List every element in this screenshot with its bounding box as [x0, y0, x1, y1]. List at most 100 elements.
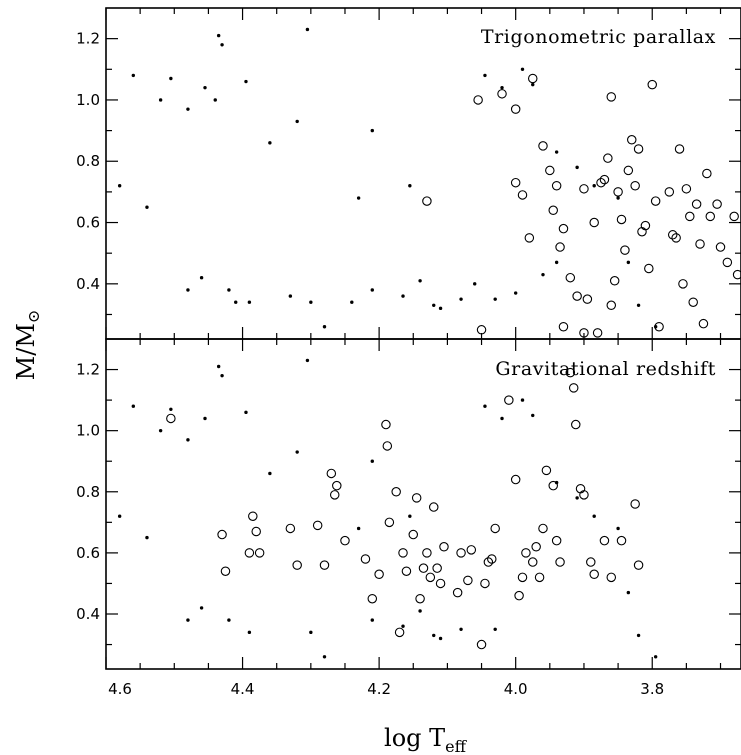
data-point-open	[627, 135, 637, 145]
data-point-open	[572, 291, 582, 301]
x-tick-label: 4.4	[231, 680, 255, 698]
data-point	[199, 606, 204, 610]
data-point-open	[538, 141, 548, 151]
data-point	[636, 633, 641, 638]
data-point	[158, 428, 163, 433]
data-point	[305, 358, 310, 363]
data-point-open	[510, 474, 521, 485]
data-point	[247, 300, 252, 304]
data-point-open	[654, 321, 664, 332]
data-point	[438, 636, 443, 641]
data-point-open	[422, 548, 432, 558]
data-point	[432, 633, 436, 638]
data-point-open	[606, 300, 617, 311]
data-point-open	[606, 92, 617, 102]
data-point-open	[599, 174, 610, 185]
data-point-open	[418, 563, 429, 573]
data-point-open	[312, 520, 323, 531]
data-point-open	[360, 554, 371, 564]
data-point	[247, 630, 252, 635]
data-point-open	[606, 572, 617, 583]
data-point	[117, 184, 122, 188]
data-point	[268, 141, 272, 145]
data-point-open	[603, 153, 613, 163]
data-point-open	[613, 187, 623, 197]
y-tick-label: 0.4	[76, 605, 100, 623]
data-point-open	[551, 535, 562, 546]
data-point	[203, 416, 207, 421]
data-point-open	[527, 73, 538, 84]
data-point	[117, 514, 122, 518]
data-point-open	[408, 529, 419, 540]
data-point	[356, 196, 361, 200]
data-point	[220, 373, 224, 378]
data-point-open	[367, 593, 378, 604]
data-point	[438, 306, 443, 311]
data-point-open	[712, 199, 722, 209]
data-point	[575, 496, 579, 500]
data-point-open	[487, 554, 497, 564]
panel-top-ticks: 0.4 0.6 0.8 1.0 1.2	[76, 8, 741, 339]
x-tick-label: 3.8	[640, 680, 664, 698]
data-point-open	[319, 560, 330, 570]
data-point	[493, 627, 497, 631]
data-point	[322, 325, 327, 329]
data-point	[131, 73, 136, 78]
data-point	[473, 282, 477, 286]
data-point-open	[517, 190, 528, 200]
y-tick-label: 0.6	[76, 544, 100, 562]
data-point-open	[217, 529, 227, 540]
data-point-open	[340, 535, 350, 546]
data-point-open	[538, 523, 548, 534]
data-point-open	[510, 104, 521, 114]
data-point-open	[685, 211, 695, 222]
data-point	[626, 590, 631, 595]
data-point	[203, 85, 207, 90]
data-point-open	[729, 211, 739, 222]
data-point	[244, 410, 248, 415]
data-point	[432, 303, 436, 307]
data-point	[500, 85, 504, 90]
data-point-open	[579, 184, 589, 194]
panel-top-frame	[105, 7, 741, 340]
data-point-open	[394, 627, 405, 638]
data-point	[227, 618, 231, 622]
data-point-open	[476, 639, 487, 650]
panel-gravitational-redshift: 0.4 0.6 0.8 1.0 1.2 Gravitational redshift	[76, 338, 741, 670]
data-point	[131, 404, 136, 408]
data-point-open	[398, 548, 408, 558]
data-point	[145, 205, 149, 209]
data-point-open	[504, 395, 514, 405]
data-point	[186, 618, 190, 622]
data-point-open	[411, 493, 422, 503]
x-tick-labels: 4.6 4.4 4.2 4.0 3.8	[108, 680, 664, 698]
panel-bottom-title: Gravitational redshift	[495, 358, 716, 380]
data-point-open	[292, 560, 302, 570]
x-axis-label: log Teff	[384, 724, 468, 755]
data-point-open	[640, 220, 651, 231]
data-point-open	[596, 177, 606, 188]
data-point-open	[541, 465, 552, 476]
data-point	[401, 624, 405, 628]
data-point-open	[439, 542, 449, 552]
data-point-open	[732, 269, 741, 280]
data-point	[616, 526, 620, 531]
data-point-open	[329, 490, 340, 500]
data-point-open	[381, 419, 391, 430]
data-point-open	[251, 526, 261, 537]
data-point-open	[592, 328, 603, 338]
y-tick-label: 1.2	[76, 30, 100, 48]
data-point-open	[285, 523, 296, 534]
data-point	[592, 514, 596, 518]
data-point	[370, 128, 374, 133]
data-point	[541, 272, 545, 277]
y-tick-label: 0.6	[76, 214, 100, 232]
data-point-open	[616, 214, 627, 225]
data-point	[216, 364, 221, 369]
data-point	[554, 150, 559, 154]
data-point-open	[674, 144, 685, 154]
data-point-open	[432, 563, 442, 573]
data-point	[575, 165, 579, 170]
data-point-open	[681, 184, 692, 194]
